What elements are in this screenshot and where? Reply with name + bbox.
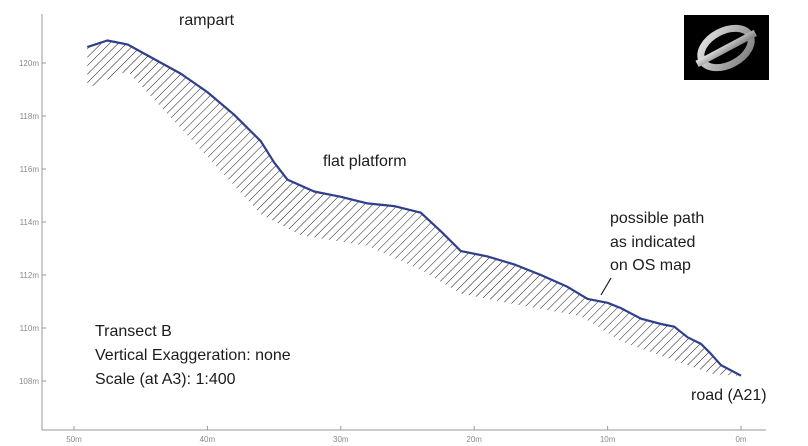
os-logo [684, 15, 769, 80]
x-tick-label: 40m [200, 435, 216, 444]
y-tick-label: 118m [20, 112, 40, 121]
transect-name: Transect B [95, 323, 172, 340]
flat-platform-label: flat platform [323, 153, 407, 170]
y-tick-label: 114m [20, 218, 40, 227]
hatched-slope-area [87, 41, 741, 376]
scale-note: Scale (at A3): 1:400 [95, 371, 236, 388]
possible-path-label-line2: as indicated [610, 234, 695, 251]
x-tick-label: 20m [466, 435, 482, 444]
x-tick-label: 10m [600, 435, 616, 444]
possible-path-label-line3: on OS map [610, 257, 691, 274]
road-label: road (A21) [691, 387, 767, 404]
x-axis-ticks: 50m 40m 30m 20m 10m 0m [66, 426, 747, 444]
x-tick-label: 50m [66, 435, 82, 444]
x-tick-label: 0m [735, 435, 746, 444]
x-tick-label: 30m [333, 435, 349, 444]
y-tick-label: 110m [20, 324, 40, 333]
possible-path-label-line1: possible path [610, 210, 704, 227]
y-tick-label: 112m [20, 271, 40, 280]
path-leader-line [601, 278, 611, 295]
y-tick-label: 116m [20, 165, 40, 174]
y-tick-label: 108m [19, 377, 39, 386]
y-tick-label: 120m [19, 59, 39, 68]
rampart-label: rampart [179, 12, 235, 29]
vertical-exaggeration-note: Vertical Exaggeration: none [95, 347, 291, 364]
